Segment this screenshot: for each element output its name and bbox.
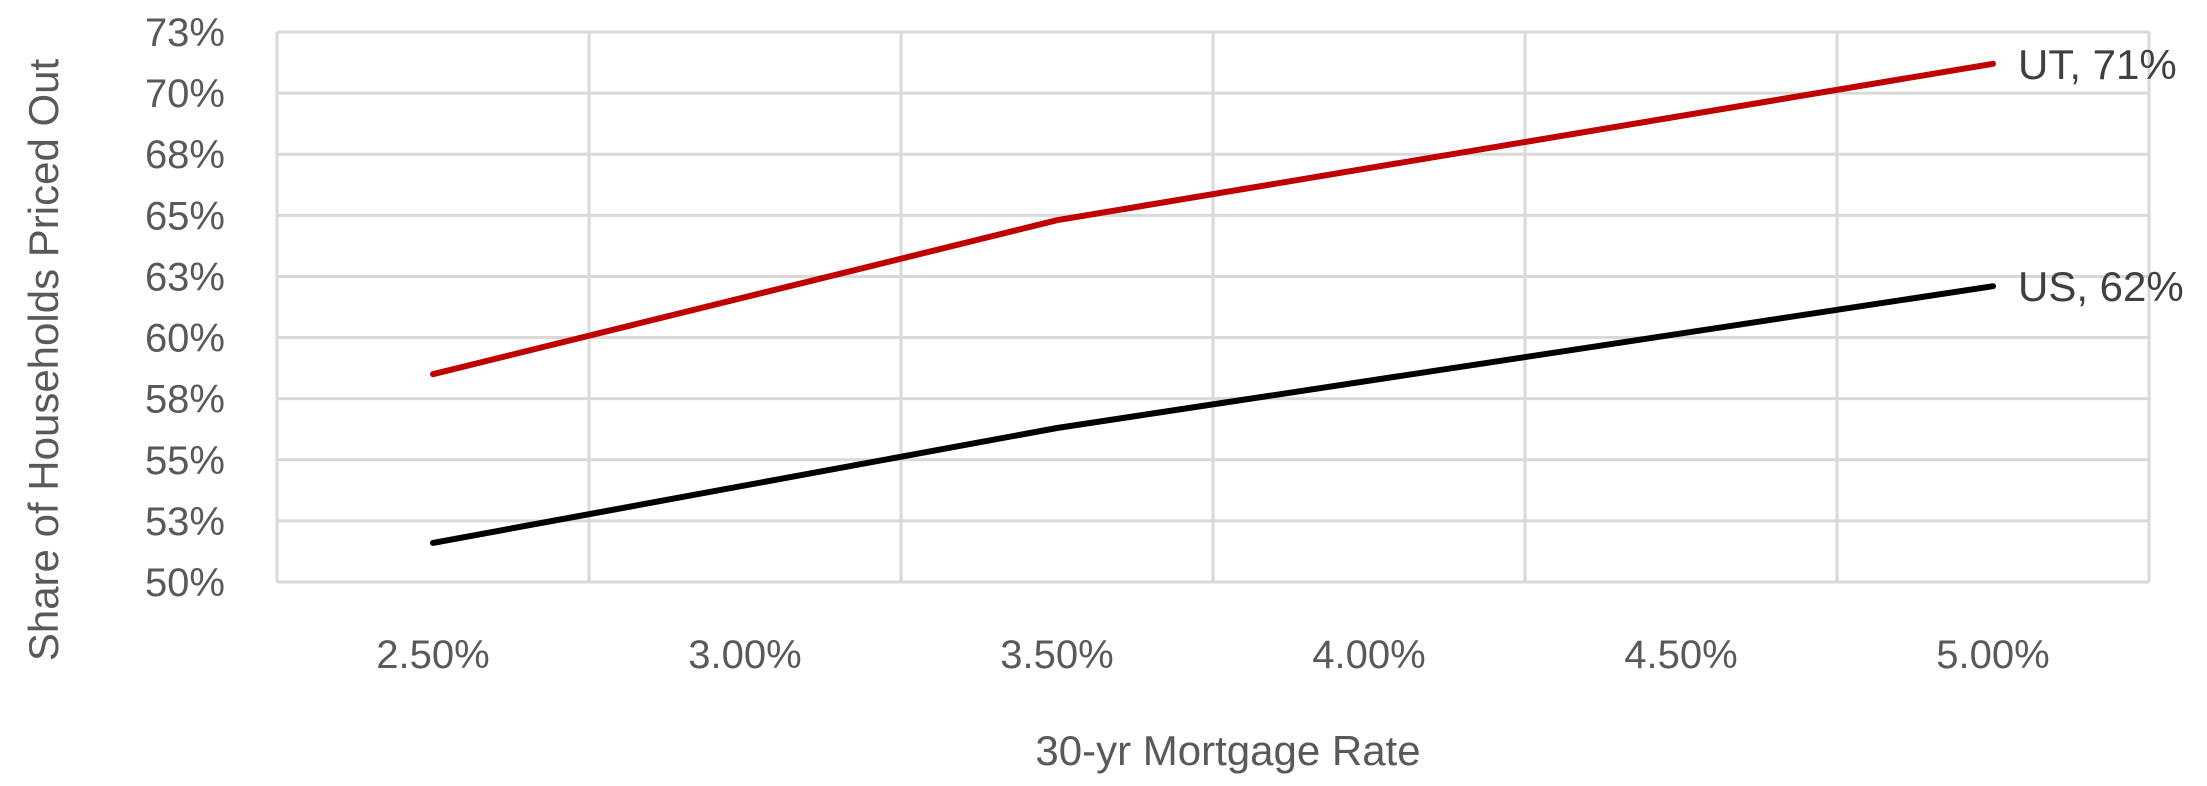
y-tick-label: 73% — [145, 11, 225, 55]
series-line-us — [430, 283, 1996, 546]
y-tick-label: 65% — [145, 194, 225, 238]
x-tick-label: 3.00% — [688, 633, 801, 677]
y-tick-label: 55% — [145, 439, 225, 483]
y-axis-title: Share of Households Priced Out — [20, 59, 67, 662]
y-tick-label: 60% — [145, 317, 225, 361]
y-tick-label: 50% — [145, 561, 225, 605]
series-line-ut — [430, 60, 1996, 378]
x-tick-label: 4.00% — [1312, 633, 1425, 677]
end-label-ut: UT, 71% — [2018, 41, 2177, 88]
grid-layer — [275, 30, 2151, 584]
y-tick-label: 58% — [145, 378, 225, 422]
x-axis-ticks: 2.50% 3.00% 3.50% 4.00% 4.50% 5.00% — [376, 633, 2049, 677]
series-layer — [430, 60, 1996, 546]
end-labels: UT, 71% US, 62% — [2018, 41, 2184, 310]
x-tick-label: 4.50% — [1624, 633, 1737, 677]
y-tick-label: 70% — [145, 72, 225, 116]
x-axis-title: 30-yr Mortgage Rate — [1035, 727, 1420, 774]
y-tick-label: 53% — [145, 500, 225, 544]
y-axis-ticks: 50% 53% 55% 58% 60% 63% 65% 68% 70% 73% — [145, 11, 225, 605]
y-tick-label: 63% — [145, 255, 225, 299]
end-label-us: US, 62% — [2018, 263, 2184, 310]
x-tick-label: 2.50% — [376, 633, 489, 677]
y-tick-label: 68% — [145, 133, 225, 177]
x-tick-label: 3.50% — [1000, 633, 1113, 677]
x-tick-label: 5.00% — [1936, 633, 2049, 677]
